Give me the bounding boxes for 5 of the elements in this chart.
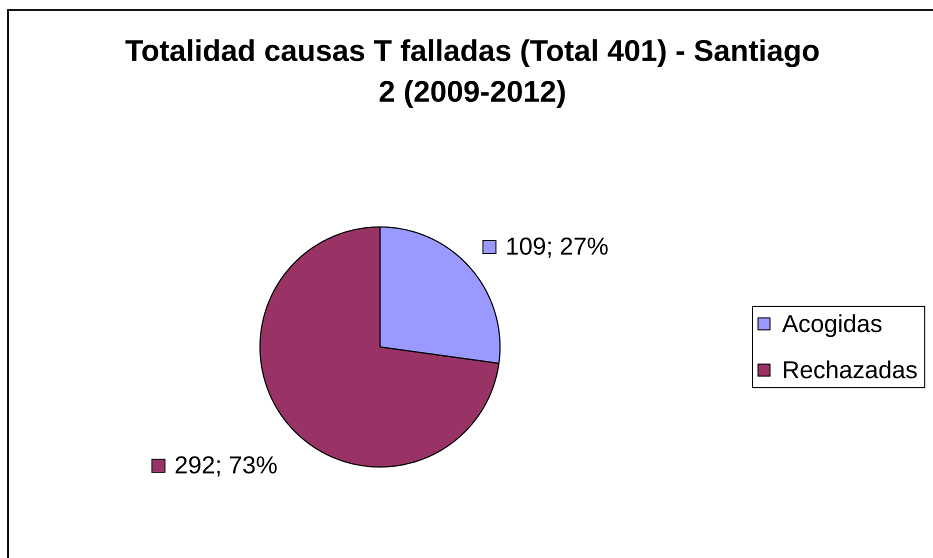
chart-title: Totalidad causas T falladas (Total 401) - Santiago 2 (2009-2012) <box>125 39 819 108</box>
data-label: 109; 27% <box>507 238 608 258</box>
legend-label: Acogidas <box>782 314 882 338</box>
data-label: 292; 73% <box>176 456 277 476</box>
legend-label: Rechazadas <box>784 360 917 378</box>
